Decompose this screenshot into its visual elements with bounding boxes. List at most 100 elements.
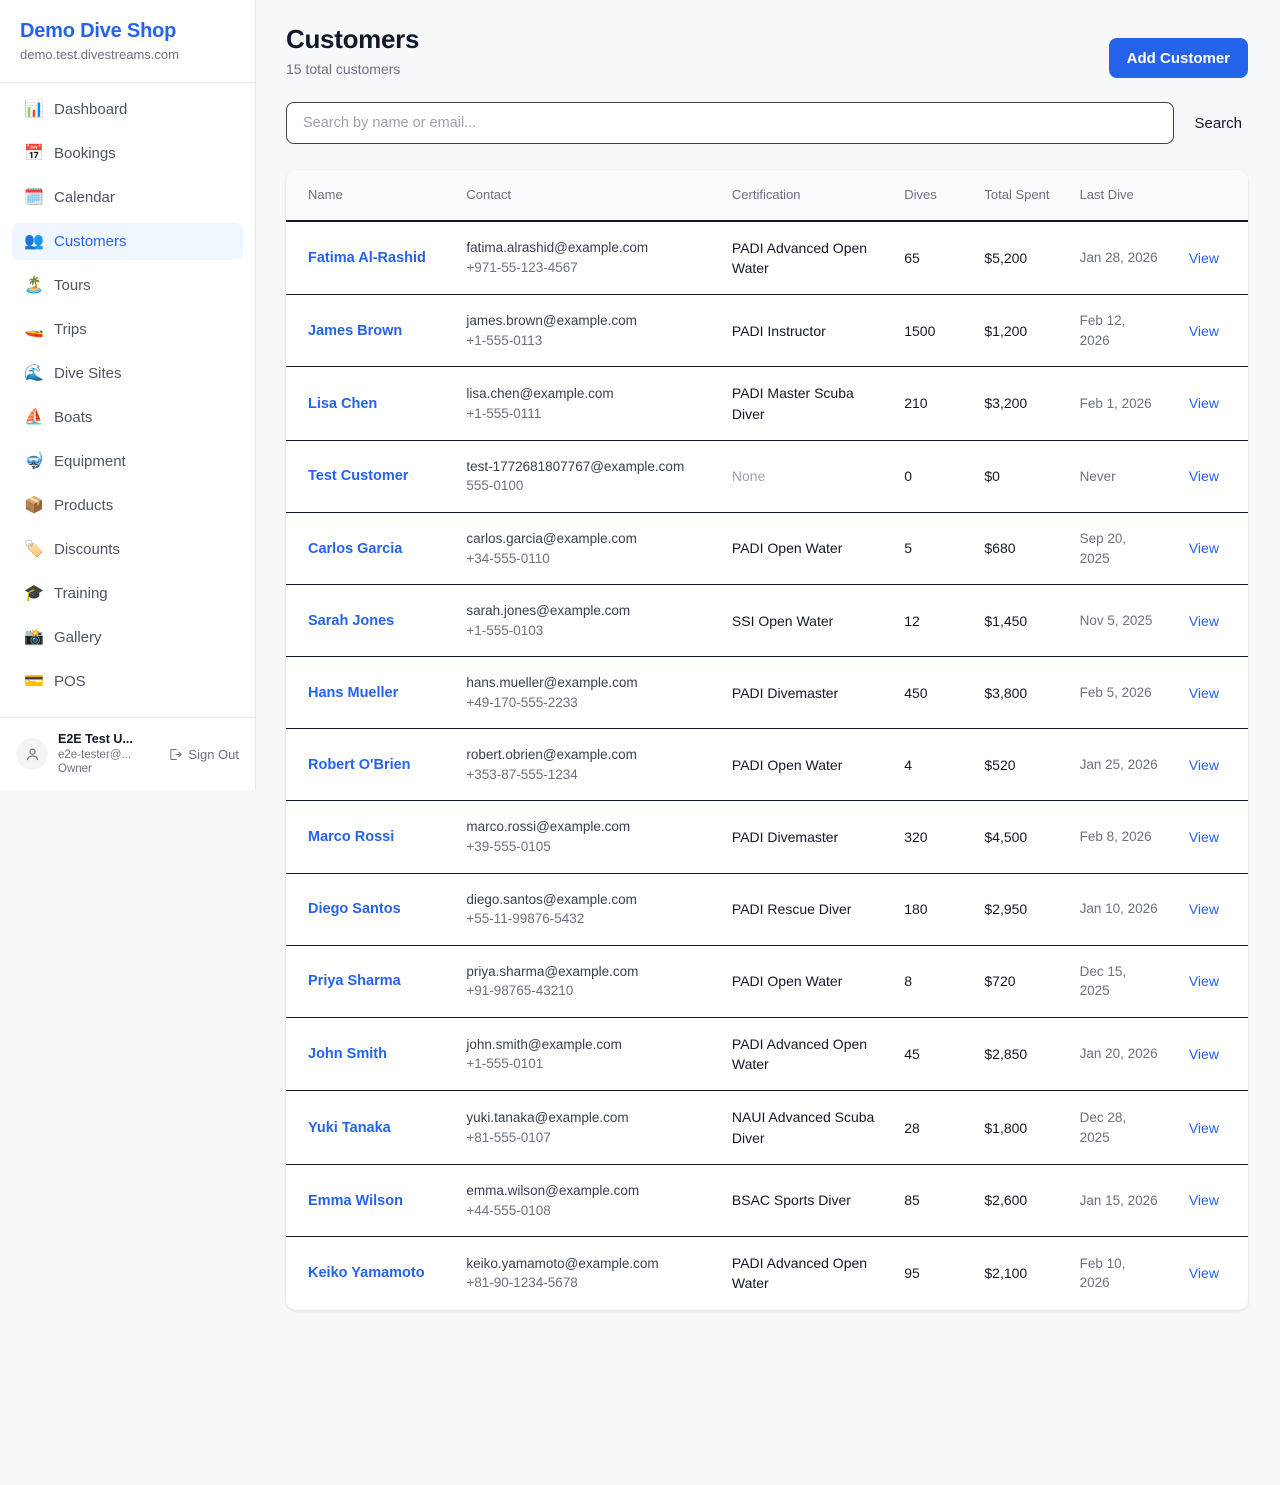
view-link[interactable]: View — [1188, 756, 1219, 773]
view-link[interactable]: View — [1188, 973, 1219, 990]
sidebar-item-label: Bookings — [54, 144, 116, 162]
cell-contact: emma.wilson@example.com +44-555-0108 — [456, 1164, 722, 1238]
sidebar-item-label: Customers — [54, 232, 127, 250]
customer-name-link[interactable]: Emma Wilson — [308, 1192, 403, 1209]
cell-name: Test Customer — [286, 440, 457, 513]
cell-actions: View — [1167, 1164, 1248, 1238]
cell-contact: carlos.garcia@example.com +34-555-0110 — [456, 512, 722, 586]
view-link[interactable]: View — [1188, 901, 1219, 918]
cell-last-dive: Feb 10, 2026 — [1079, 1255, 1126, 1291]
customer-phone: +1-555-0101 — [466, 1056, 544, 1072]
view-link[interactable]: View — [1188, 468, 1219, 485]
table-header-row: Name Contact Certification Dives Total Spent… — [286, 170, 1248, 222]
sidebar-item-equipment[interactable]: 🤿 Equipment — [12, 443, 243, 480]
cell-dives: 5 — [894, 512, 975, 586]
view-link[interactable]: View — [1188, 612, 1219, 629]
credit-card-icon: 💳 — [24, 671, 44, 691]
customer-email: marco.rossi@example.com — [466, 819, 631, 835]
sidebar-item-calendar[interactable]: 🗓️ Calendar — [12, 179, 243, 216]
certification-value: NAUI Advanced Scuba Diver — [731, 1109, 875, 1146]
search-input[interactable] — [286, 102, 1175, 144]
certification-value: PADI Open Water — [731, 540, 843, 557]
customer-email: lisa.chen@example.com — [466, 386, 614, 401]
customer-name-link[interactable]: Carlos Garcia — [308, 540, 403, 557]
sidebar-item-trips[interactable]: 🚤 Trips — [12, 311, 243, 348]
customer-name-link[interactable]: Priya Sharma — [308, 973, 401, 990]
view-link[interactable]: View — [1188, 540, 1219, 557]
sidebar-item-products[interactable]: 📦 Products — [12, 487, 243, 524]
cell-total-spent: $2,950 — [974, 873, 1070, 946]
table-row: Hans Mueller hans.mueller@example.com +49-… — [286, 656, 1248, 730]
certification-value: PADI Open Water — [731, 756, 843, 773]
certification-value: PADI Instructor — [731, 322, 826, 339]
sidebar-item-dive-sites[interactable]: 🌊 Dive Sites — [12, 355, 243, 392]
certification-value: PADI Advanced Open Water — [731, 1255, 868, 1292]
cell-certification: PADI Advanced Open Water — [721, 1017, 895, 1092]
sidebar-item-bookings[interactable]: 📅 Bookings — [12, 135, 243, 172]
cell-actions: View — [1167, 1090, 1248, 1166]
customer-phone: 555-0100 — [466, 478, 524, 494]
cell-name: Keiko Yamamoto — [286, 1237, 456, 1310]
cell-dives: 450 — [894, 656, 975, 730]
user-icon — [26, 748, 38, 760]
view-link[interactable]: View — [1188, 395, 1219, 412]
sidebar-item-gallery[interactable]: 📸 Gallery — [12, 619, 243, 656]
cell-certification: NAUI Advanced Scuba Diver — [721, 1090, 895, 1166]
sign-out-button[interactable]: Sign Out — [168, 747, 239, 762]
customer-name-link[interactable]: Diego Santos — [308, 901, 401, 918]
customers-table: Name Contact Certification Dives Total Spent… — [286, 170, 1248, 1310]
add-customer-button[interactable]: Add Customer — [1108, 38, 1248, 78]
certification-value: PADI Open Water — [731, 973, 843, 990]
customer-email: yuki.tanaka@example.com — [466, 1110, 629, 1126]
calendar-icon: 📅 — [24, 143, 44, 163]
cell-contact: marco.rossi@example.com +39-555-0105 — [456, 800, 722, 874]
view-link[interactable]: View — [1188, 249, 1219, 266]
sidebar-item-training[interactable]: 🎓 Training — [12, 575, 243, 612]
view-link[interactable]: View — [1188, 322, 1219, 339]
customer-name-link[interactable]: Robert O'Brien — [308, 756, 411, 773]
view-link[interactable]: View — [1188, 1265, 1219, 1282]
sidebar-item-tours[interactable]: 🏝️ Tours — [12, 267, 243, 304]
customer-name-link[interactable]: Sarah Jones — [308, 612, 395, 629]
sidebar-item-customers[interactable]: 👥 Customers — [12, 222, 243, 260]
view-link[interactable]: View — [1188, 684, 1219, 701]
cell-last-dive: Sep 20, 2025 — [1069, 512, 1168, 586]
cell-total-spent: $680 — [974, 512, 1070, 586]
wave-icon: 🌊 — [24, 363, 44, 383]
customer-email: james.brown@example.com — [466, 313, 637, 329]
cell-actions: View — [1167, 656, 1248, 730]
customer-name-link[interactable]: Marco Rossi — [308, 829, 395, 846]
customer-name-link[interactable]: Hans Mueller — [308, 684, 399, 701]
customer-name-link[interactable]: Lisa Chen — [308, 395, 378, 412]
cell-last-dive: Dec 28, 2025 — [1069, 1090, 1168, 1166]
view-link[interactable]: View — [1188, 1119, 1219, 1136]
customer-name-link[interactable]: Fatima Al-Rashid — [308, 249, 426, 266]
view-link[interactable]: View — [1188, 828, 1219, 845]
tag-icon: 🏷️ — [24, 539, 44, 559]
cell-total-spent: $1,200 — [974, 294, 1070, 368]
cell-total-spent: $1,800 — [974, 1090, 1070, 1166]
avatar — [16, 738, 48, 771]
customer-name-link[interactable]: Test Customer — [308, 468, 409, 485]
customer-name-link[interactable]: John Smith — [308, 1046, 387, 1063]
table-row: Robert O'Brien robert.obrien@example.com +… — [286, 728, 1248, 802]
customer-name-link[interactable]: James Brown — [308, 322, 403, 339]
column-header-name: Name — [286, 170, 457, 222]
sidebar-item-dashboard[interactable]: 📊 Dashboard — [12, 91, 243, 128]
customer-email: priya.sharma@example.com — [466, 963, 639, 979]
camera-icon: 📸 — [24, 627, 44, 647]
customer-name-link[interactable]: Yuki Tanaka — [308, 1119, 391, 1136]
sidebar-item-label: Dashboard — [54, 100, 128, 118]
search-button[interactable]: Search — [1188, 115, 1248, 132]
view-link[interactable]: View — [1188, 1046, 1219, 1062]
sidebar-item-discounts[interactable]: 🏷️ Discounts — [12, 531, 243, 568]
cell-dives: 4 — [894, 728, 975, 802]
sidebar-item-pos[interactable]: 💳 POS — [12, 663, 243, 700]
certification-value: PADI Divemaster — [731, 828, 839, 845]
cell-actions: View — [1167, 728, 1248, 802]
sidebar-item-boats[interactable]: ⛵ Boats — [12, 399, 243, 436]
certification-value: None — [731, 468, 766, 485]
customer-name-link[interactable]: Keiko Yamamoto — [308, 1265, 425, 1282]
view-link[interactable]: View — [1188, 1192, 1219, 1209]
